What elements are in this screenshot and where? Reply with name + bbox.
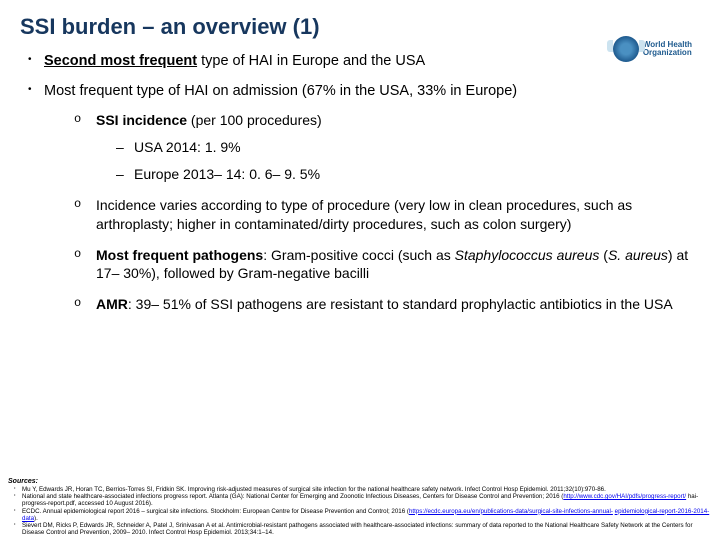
sub-pathogens: Most frequent pathogens: Gram-positive c… — [74, 246, 700, 284]
source-3-link[interactable]: https://ecdc.europa.eu/en/publications-d… — [409, 508, 613, 515]
sub-list-1: SSI incidence (per 100 procedures) USA 2… — [44, 111, 700, 314]
sub-incidence-rest: (per 100 procedures) — [187, 112, 322, 128]
stat-europe: Europe 2013– 14: 0. 6– 9. 5% — [116, 165, 700, 184]
sub-varies: Incidence varies according to type of pr… — [74, 196, 700, 234]
sources-block: Sources: Mu Y, Edwards JR, Horan TC, Ber… — [8, 478, 712, 536]
source-3a: ECDC. Annual epidemiological report 2016… — [22, 508, 409, 515]
source-2a: National and state healthcare-associated… — [22, 493, 563, 500]
source-1: Mu Y, Edwards JR, Horan TC, Berrios-Torr… — [14, 486, 712, 493]
bullet-1: Second most frequent type of HAI in Euro… — [28, 52, 700, 72]
pathogens-italic1: Staphylococcus aureus — [455, 247, 600, 263]
main-bullet-list: Second most frequent type of HAI in Euro… — [20, 52, 700, 314]
slide-title: SSI burden – an overview (1) — [20, 14, 700, 40]
source-2: National and state healthcare-associated… — [14, 493, 712, 507]
bullet-1-text: type of HAI in Europe and the USA — [197, 53, 425, 69]
sub-incidence: SSI incidence (per 100 procedures) USA 2… — [74, 111, 700, 184]
sub-incidence-label: SSI incidence — [96, 112, 187, 128]
pathogens-italic2: S. aureus — [608, 247, 668, 263]
source-2-link[interactable]: http://www.cdc.gov/HAI/pdfs/progress-rep… — [563, 493, 686, 500]
source-3: ECDC. Annual epidemiological report 2016… — [14, 508, 712, 522]
source-4: Sievert DM, Ricks P, Edwards JR, Schneid… — [14, 522, 712, 536]
amr-rest: : 39– 51% of SSI pathogens are resistant… — [128, 296, 673, 312]
sources-list: Mu Y, Edwards JR, Horan TC, Berrios-Torr… — [8, 486, 712, 536]
pathogens-label: Most frequent pathogens — [96, 247, 263, 263]
pathogens-a: : Gram-positive cocci (such as — [263, 247, 454, 263]
sub-list-2: USA 2014: 1. 9% Europe 2013– 14: 0. 6– 9… — [96, 138, 700, 184]
stat-usa: USA 2014: 1. 9% — [116, 138, 700, 157]
bullet-2-text: Most frequent type of HAI on admission (… — [44, 83, 517, 99]
sources-heading: Sources: — [8, 478, 712, 486]
bullet-1-emphasis: Second most frequent — [44, 53, 197, 69]
bullet-2: Most frequent type of HAI on admission (… — [28, 82, 700, 315]
amr-label: AMR — [96, 296, 128, 312]
sub-amr: AMR: 39– 51% of SSI pathogens are resist… — [74, 295, 700, 314]
source-3c: ). — [34, 515, 38, 522]
pathogens-b: ( — [599, 247, 608, 263]
